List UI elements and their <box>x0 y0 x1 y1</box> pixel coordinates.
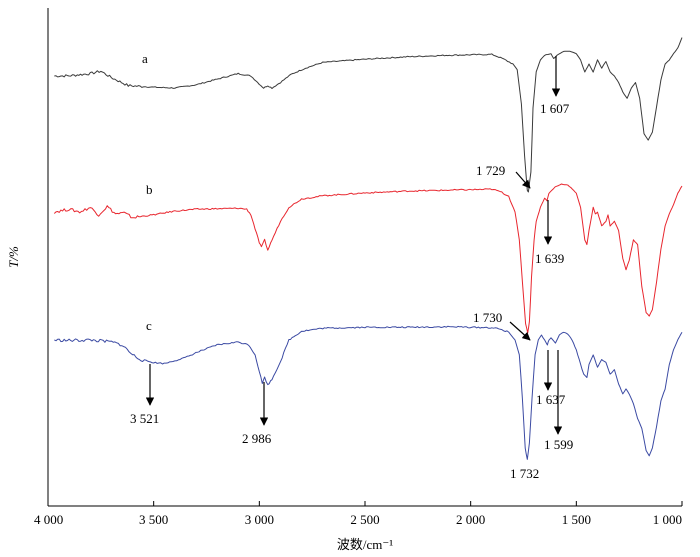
series-layer <box>53 37 683 460</box>
series-label-a: a <box>142 51 148 66</box>
x-tick-label: 4 000 <box>34 512 63 527</box>
x-tick-label: 2 000 <box>456 512 485 527</box>
annotation-label-c-1599: 1 599 <box>544 437 573 452</box>
annotation-arrows <box>145 56 563 435</box>
annotation-label-c-3521: 3 521 <box>130 411 159 426</box>
series-line-c <box>54 325 683 460</box>
x-tick-label: 3 500 <box>139 512 168 527</box>
annotation-label-b-1639: 1 639 <box>535 251 564 266</box>
arrow-c-1730 <box>509 321 531 341</box>
x-tick-label: 2 500 <box>350 512 379 527</box>
y-axis-label: T/% <box>6 246 21 268</box>
series-line-a <box>54 37 683 193</box>
arrow-a-1729 <box>515 171 531 189</box>
annotation-label-c-1637: 1 637 <box>536 392 566 407</box>
annotation-label-a-1729: 1 729 <box>476 163 505 178</box>
series-line-b <box>53 183 683 334</box>
x-tick-label: 3 000 <box>245 512 274 527</box>
annotation-label-a-1607: 1 607 <box>540 101 570 116</box>
x-tick-label: 1 000 <box>653 512 682 527</box>
series-label-b: b <box>146 182 153 197</box>
annotation-label-c-1732: 1 732 <box>510 466 539 481</box>
x-axis-ticks: 4 000 3 500 3 000 2 500 2 000 1 500 1 000 <box>34 501 683 527</box>
annotation-label-c-1730: 1 730 <box>473 310 502 325</box>
series-label-c: c <box>146 318 152 333</box>
annotation-label-c-2986: 2 986 <box>242 431 272 446</box>
x-axis-label: 波数/cm⁻¹ <box>337 537 393 552</box>
x-tick-label: 1 500 <box>562 512 591 527</box>
